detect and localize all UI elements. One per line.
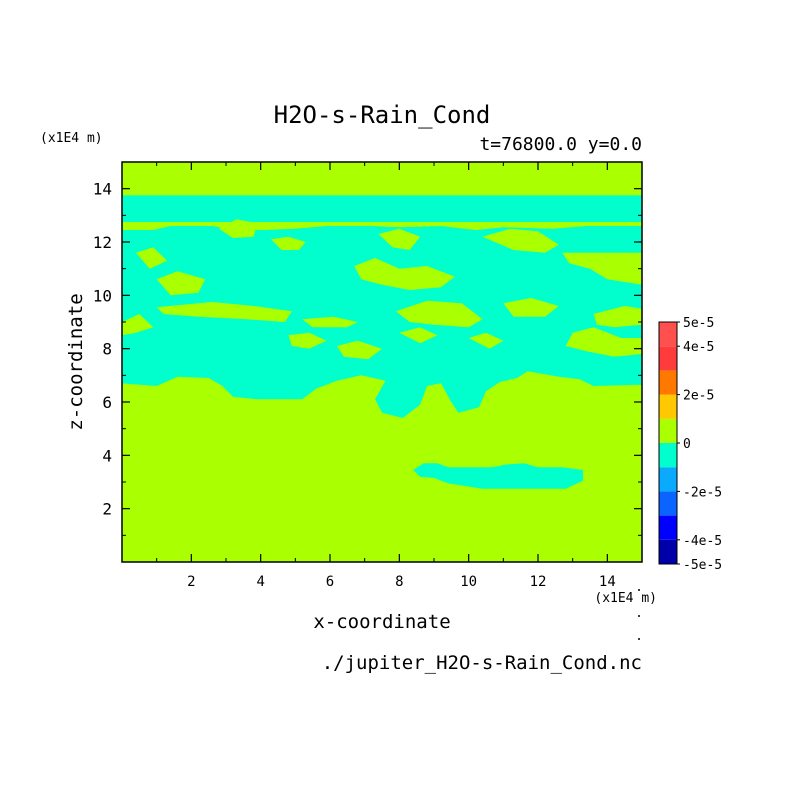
x-tick-label: 8 bbox=[395, 574, 403, 590]
colorbar-segment bbox=[659, 539, 677, 564]
x-axis-ticks: 2 4 6 8 10 12 14 bbox=[156, 162, 616, 590]
colorbar-segment bbox=[659, 346, 677, 371]
plot-frame bbox=[121, 161, 643, 563]
zero-pocket bbox=[354, 258, 455, 290]
y-unit-label: (x1E4 m) bbox=[40, 131, 103, 146]
source-file-label: ./jupiter_H2O-s-Rain_Cond.nc bbox=[322, 652, 642, 674]
zero-pocket bbox=[395, 300, 483, 328]
x-tick-label: 4 bbox=[256, 574, 264, 590]
colorbar-tick-label: -2e-5 bbox=[683, 485, 722, 500]
colorbar-segment bbox=[659, 322, 677, 347]
colorbar-tick-label: 4e-5 bbox=[683, 340, 714, 355]
negative-band bbox=[122, 195, 642, 222]
colorbar bbox=[658, 321, 678, 565]
y-tick-label: 10 bbox=[93, 286, 112, 305]
colorbar-tick-label: -5e-5 bbox=[683, 558, 722, 573]
y-tick-label: 8 bbox=[102, 340, 112, 359]
negative-cloud-mass bbox=[122, 226, 642, 418]
y-tick-label: 4 bbox=[102, 446, 112, 465]
zero-pocket bbox=[399, 327, 438, 344]
zero-pocket bbox=[156, 302, 292, 322]
zero-pocket bbox=[336, 340, 382, 360]
zero-pocket bbox=[135, 247, 168, 269]
y-axis-ticks: 2 4 6 8 10 12 14 bbox=[93, 180, 642, 536]
colorbar-labels: 5e-5 4e-5 2e-5 0 -2e-5 -4e-5 -5e-5 bbox=[677, 316, 722, 573]
marker-dot bbox=[638, 615, 640, 617]
zero-pocket bbox=[219, 219, 258, 238]
zero-pocket bbox=[271, 236, 306, 250]
zero-pocket bbox=[593, 306, 642, 328]
colorbar-segment bbox=[659, 394, 677, 419]
colorbar-tick-label: 0 bbox=[683, 437, 691, 452]
x-tick-label: 10 bbox=[460, 574, 477, 590]
zero-pocket bbox=[503, 298, 559, 317]
zero-pocket bbox=[378, 228, 421, 250]
x-tick-label: 14 bbox=[599, 574, 616, 590]
y-tick-label: 2 bbox=[102, 500, 112, 519]
colorbar-segment bbox=[659, 443, 677, 468]
x-axis-label: x-coordinate bbox=[313, 611, 450, 633]
x-tick-label: 12 bbox=[530, 574, 547, 590]
colorbar-segment bbox=[659, 467, 677, 492]
zero-pocket bbox=[565, 327, 642, 357]
chart-subtitle: t=76800.0 y=0.0 bbox=[479, 134, 642, 155]
marker-dot bbox=[638, 589, 640, 591]
x-unit-label: (x1E4 m) bbox=[594, 591, 657, 606]
y-tick-label: 14 bbox=[93, 180, 112, 199]
zero-pocket bbox=[302, 316, 358, 328]
colorbar-segment bbox=[659, 515, 677, 540]
y-tick-label: 6 bbox=[102, 393, 112, 412]
y-tick-label: 12 bbox=[93, 233, 112, 252]
zero-pocket bbox=[562, 252, 642, 285]
colorbar-segment bbox=[659, 491, 677, 516]
zero-pocket bbox=[468, 332, 504, 349]
colorbar-tick-label: 5e-5 bbox=[683, 316, 714, 331]
zero-pocket bbox=[482, 228, 559, 253]
chart-title: H2O-s-Rain_Cond bbox=[274, 101, 491, 129]
marker-dot bbox=[638, 638, 640, 640]
colorbar-tick-label: 2e-5 bbox=[683, 389, 714, 404]
colorbar-segment bbox=[659, 418, 677, 443]
negative-regions bbox=[122, 195, 642, 489]
colorbar-tick-label: -4e-5 bbox=[683, 534, 722, 549]
y-axis-label: z-coordinate bbox=[65, 293, 87, 430]
x-tick-label: 2 bbox=[187, 574, 195, 590]
zero-pocket bbox=[156, 271, 206, 296]
zero-pocket bbox=[288, 332, 327, 349]
x-tick-label: 6 bbox=[326, 574, 334, 590]
negative-lower-blob bbox=[413, 463, 584, 489]
zero-pocket bbox=[122, 314, 154, 336]
plot-area bbox=[122, 162, 642, 562]
colorbar-segment bbox=[659, 370, 677, 395]
